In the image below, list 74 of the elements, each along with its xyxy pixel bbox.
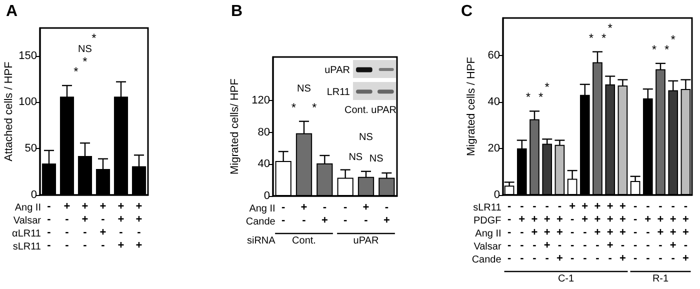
x-tick-label: + -: [362, 202, 370, 226]
annotation: *: [74, 64, 79, 79]
x-axis-title: Ang II Cande siRNA: [246, 204, 276, 246]
text: Cont.: [292, 236, 316, 246]
annotation: NS: [297, 83, 312, 94]
x-tick-label: - - - - -: [507, 200, 512, 264]
annotation: *: [92, 30, 97, 45]
annotation: NS: [348, 152, 363, 163]
x-tick-label: + + + - -: [594, 200, 601, 264]
x-tick-label: + + - +: [136, 200, 142, 252]
y-tick-label: 60: [488, 49, 500, 62]
y-tick-label: 40: [488, 96, 500, 108]
chart-title: C: [461, 3, 473, 20]
x-tick-label: + + + - +: [619, 200, 626, 264]
x-tick-label: + + - - -: [582, 200, 588, 264]
x-tick-label: + - - - -: [569, 200, 576, 264]
annotation: *: [608, 20, 613, 35]
x-tick-label: + + - +: [118, 200, 124, 252]
x-tick-label: - +: [383, 202, 390, 226]
x-tick-label: - +: [321, 202, 328, 226]
x-tick-label: - - - -: [47, 200, 52, 252]
y-tick-label: 0: [30, 189, 37, 201]
x-tick-label: + -: [300, 202, 308, 226]
x-tick-label: + - + -: [100, 200, 106, 252]
x-tick-label: - + + - +: [556, 200, 563, 264]
x-axis-title: sLR11 PDGF Ang II Valsar Cande: [472, 202, 502, 266]
annotation: *: [652, 42, 657, 56]
x-tick-label: + + - -: [82, 200, 88, 252]
annotation: NS: [369, 153, 384, 164]
x-tick-label: + + + + -: [606, 200, 614, 264]
y-tick-label: 120: [252, 94, 270, 107]
annotation: *: [312, 100, 317, 114]
y-axis-title: Attached cells / HPF: [3, 61, 16, 162]
x-tick-label: - + + + -: [670, 200, 676, 264]
annotation: Cont. uPAR: [344, 105, 397, 116]
annotation: NS: [78, 44, 92, 55]
y-tick-label: 80: [258, 126, 270, 138]
x-tick-label: - - - - -: [633, 200, 638, 264]
annotation: *: [544, 80, 550, 94]
chart-title: B: [231, 3, 243, 20]
x-tick-label: - + + - -: [657, 200, 664, 264]
x-tick-label: - -: [343, 202, 348, 226]
y-tick-label: 150: [18, 50, 37, 62]
annotation: *: [526, 90, 531, 104]
y-axis-title: Migrated cells/ HPF: [229, 78, 242, 174]
annotation: *: [664, 42, 670, 56]
y-tick-label: 0: [494, 189, 500, 201]
y-axis-title: Migrated cells / HPF: [465, 56, 478, 156]
x-tick-label: - + + - -: [531, 200, 538, 264]
text: C-1: [558, 274, 574, 284]
x-tick-label: - + + - +: [682, 200, 689, 264]
annotation: NS: [359, 132, 374, 143]
text: R-1: [652, 274, 669, 284]
annotation: LR11: [326, 86, 350, 98]
annotation: *: [538, 90, 544, 104]
text: uPAR: [353, 236, 379, 246]
y-tick-label: 40: [258, 158, 270, 170]
x-tick-label: - -: [281, 202, 286, 226]
chart-title: A: [6, 3, 18, 20]
y-tick-label: 20: [488, 142, 500, 154]
y-tick-label: 50: [24, 142, 37, 155]
annotation: *: [82, 54, 88, 69]
annotation: *: [291, 100, 296, 114]
x-tick-label: - + - - -: [644, 200, 652, 264]
y-tick-label: 100: [18, 96, 37, 108]
annotation: *: [670, 32, 676, 46]
annotation: *: [588, 30, 594, 45]
x-tick-label: - + + + -: [544, 200, 550, 264]
x-tick-label: - + - - -: [518, 200, 526, 264]
x-axis-title: Ang II Valsar αLR11 sLR11: [12, 202, 42, 252]
annotation: *: [601, 30, 606, 45]
x-tick-label: + - - -: [64, 200, 70, 252]
y-tick-label: 0: [264, 190, 270, 202]
annotation: uPAR: [324, 64, 350, 76]
